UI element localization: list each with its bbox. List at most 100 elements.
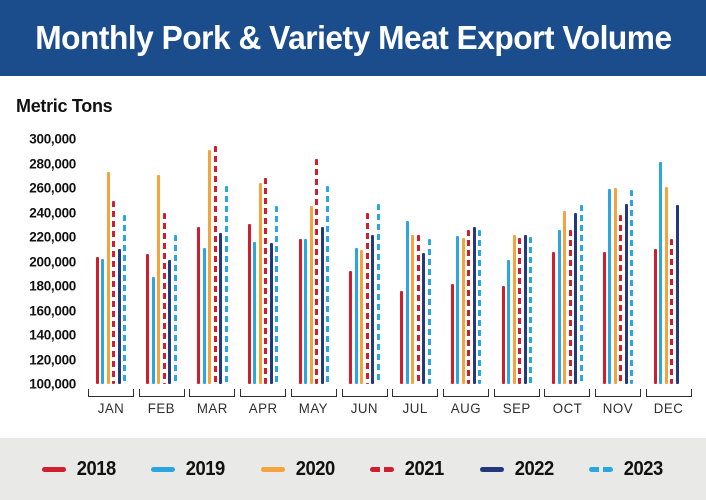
y-axis-tick-label: 260,000 bbox=[29, 180, 76, 196]
bar-2019-apr bbox=[253, 241, 257, 384]
bar-2023-oct bbox=[579, 205, 583, 384]
bar-2021-aug bbox=[467, 229, 471, 384]
bar-2018-nov bbox=[602, 251, 606, 384]
bar-2018-mar bbox=[197, 227, 201, 384]
bar-cluster bbox=[95, 139, 127, 384]
y-axis-tick-label: 280,000 bbox=[29, 156, 76, 171]
month-group-mar: MAR bbox=[187, 139, 237, 416]
bar-cluster bbox=[653, 139, 685, 384]
bar-2018-jul bbox=[400, 290, 404, 384]
y-axis-tick-label: 300,000 bbox=[29, 131, 76, 147]
y-axis-tick-label: 120,000 bbox=[29, 352, 76, 367]
month-bracket bbox=[443, 389, 490, 397]
bar-2022-aug bbox=[472, 227, 476, 384]
legend-item-2018: 2018 bbox=[41, 457, 118, 481]
plot-area: JAN FEB MAR APR MAY JUN JUL AUG SEP OCT NOV DEC bbox=[82, 139, 696, 416]
bar-2018-sep bbox=[501, 286, 505, 384]
bar-cluster bbox=[602, 139, 634, 384]
x-axis-tick-label: MAR bbox=[196, 400, 228, 416]
bar-2019-may bbox=[304, 239, 308, 384]
bar-2021-nov bbox=[619, 214, 623, 384]
legend-swatch-solid-icon bbox=[151, 466, 175, 472]
bar-2018-feb bbox=[146, 254, 150, 384]
y-axis-tick-label: 240,000 bbox=[29, 205, 76, 220]
legend-label: 2022 bbox=[514, 457, 554, 480]
bar-2022-dec bbox=[675, 205, 679, 384]
bar-2022-jul bbox=[422, 252, 426, 384]
bar-2022-jun bbox=[371, 234, 375, 384]
bar-2020-apr bbox=[258, 183, 262, 384]
month-group-jun: JUN bbox=[340, 139, 390, 416]
y-axis-tick-label: 140,000 bbox=[29, 327, 76, 343]
bar-2023-feb bbox=[173, 234, 177, 384]
bar-2021-sep bbox=[518, 238, 521, 384]
bar-2019-mar bbox=[202, 248, 206, 384]
bar-2022-feb bbox=[168, 260, 172, 384]
bar-2018-dec bbox=[653, 249, 657, 384]
month-bracket bbox=[240, 389, 287, 397]
month-bracket bbox=[493, 389, 540, 397]
bar-2019-oct bbox=[557, 229, 561, 384]
bar-cluster bbox=[146, 139, 177, 384]
bar-2023-may bbox=[326, 185, 330, 384]
legend-label: 2020 bbox=[295, 457, 335, 480]
bar-2021-feb bbox=[162, 212, 166, 384]
bar-2021-apr bbox=[264, 178, 268, 384]
y-axis-tick-label: 100,000 bbox=[29, 376, 76, 392]
month-bracket bbox=[189, 389, 236, 397]
legend-label: 2018 bbox=[76, 457, 116, 480]
title-banner: Monthly Pork & Variety Meat Export Volum… bbox=[0, 0, 706, 76]
bar-2020-aug bbox=[461, 238, 465, 384]
legend-label: 2019 bbox=[185, 457, 226, 480]
x-axis-tick-label: MAY bbox=[299, 400, 329, 416]
bar-2018-apr bbox=[247, 223, 251, 384]
bar-2019-nov bbox=[608, 189, 612, 384]
month-group-sep: SEP bbox=[492, 139, 542, 416]
bar-2023-apr bbox=[275, 206, 279, 384]
bar-2022-may bbox=[320, 227, 324, 384]
x-axis-tick-label: NOV bbox=[603, 400, 634, 416]
bar-2018-jun bbox=[349, 271, 353, 384]
bar-2022-sep bbox=[523, 234, 527, 384]
chart-area: Metric Tons 300,000 280,000 260,000 240,000… bbox=[0, 76, 706, 438]
bar-2023-sep bbox=[529, 237, 532, 384]
legend: 2018 2019 2020 2021 2022 2023 bbox=[0, 438, 706, 500]
bar-cluster bbox=[247, 139, 279, 384]
bar-cluster bbox=[552, 139, 583, 384]
bar-2021-jan bbox=[112, 201, 116, 384]
x-axis-tick-label: FEB bbox=[148, 400, 176, 416]
bar-2019-dec bbox=[659, 162, 663, 384]
month-bracket bbox=[88, 389, 134, 397]
legend-item-2019: 2019 bbox=[151, 458, 227, 481]
bar-2019-jan bbox=[101, 259, 105, 384]
bar-2019-jul bbox=[405, 221, 409, 384]
bar-2023-aug bbox=[478, 229, 482, 384]
bar-cluster bbox=[349, 139, 380, 384]
bar-2021-jul bbox=[416, 234, 420, 384]
bar-2020-dec bbox=[664, 186, 668, 384]
x-axis-tick-label: DEC bbox=[654, 400, 684, 416]
month-group-oct: OCT bbox=[542, 139, 592, 416]
legend-swatch-solid-icon bbox=[479, 466, 504, 472]
bar-2019-jun bbox=[354, 248, 358, 384]
bar-2020-mar bbox=[208, 150, 212, 384]
bar-2023-jul bbox=[427, 239, 431, 384]
legend-label: 2023 bbox=[623, 457, 664, 480]
bar-2018-oct bbox=[552, 251, 556, 384]
month-group-feb: FEB bbox=[137, 139, 187, 416]
y-axis-tick-label: 220,000 bbox=[29, 229, 76, 245]
x-axis-tick-label: JAN bbox=[97, 400, 125, 416]
month-bracket bbox=[544, 389, 591, 397]
page-title: Monthly Pork & Variety Meat Export Volum… bbox=[34, 19, 672, 56]
legend-item-2023: 2023 bbox=[589, 458, 665, 481]
month-bracket bbox=[290, 389, 337, 397]
plot-row: 300,000 280,000 260,000 240,000 220,000 200,0… bbox=[16, 132, 696, 416]
bar-2020-jul bbox=[411, 234, 415, 384]
bar-cluster bbox=[197, 139, 228, 384]
legend-swatch-solid-icon bbox=[41, 466, 66, 472]
x-axis-tick-label: JUN bbox=[350, 400, 379, 416]
legend-swatch-dashed-icon bbox=[589, 466, 613, 472]
x-axis-tick-label: JUL bbox=[402, 400, 428, 416]
bar-2020-oct bbox=[563, 211, 567, 384]
